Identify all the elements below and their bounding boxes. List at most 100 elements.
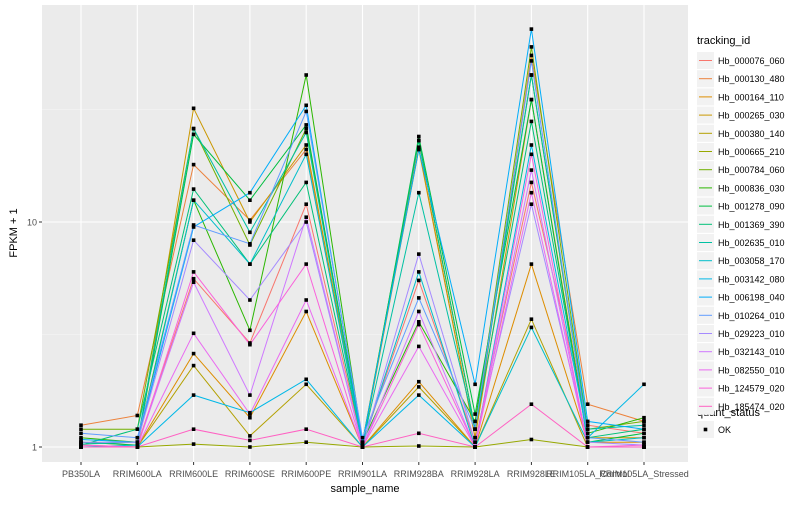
data-point xyxy=(304,143,308,147)
data-point xyxy=(529,202,534,206)
data-point xyxy=(248,198,252,202)
data-point xyxy=(79,437,83,442)
x-tick-label: RRIM105LA_Stressed xyxy=(599,469,689,479)
data-point xyxy=(417,296,421,300)
data-point xyxy=(248,298,252,302)
data-point xyxy=(360,445,365,449)
data-point xyxy=(529,73,534,77)
legend-label: Hb_000076_060 xyxy=(718,56,785,66)
data-point xyxy=(79,443,83,447)
data-point xyxy=(248,328,252,333)
data-point xyxy=(529,143,534,147)
data-point xyxy=(529,190,534,195)
data-point xyxy=(248,262,252,266)
legend-label: Hb_000265_030 xyxy=(718,111,785,121)
legend: tracking_id quant_status Hb_000076_060Hb… xyxy=(697,35,785,438)
data-point xyxy=(642,419,646,424)
data-point xyxy=(529,262,534,266)
data-point xyxy=(529,97,534,102)
legend-label: Hb_124579_020 xyxy=(718,384,785,394)
data-point xyxy=(585,445,590,449)
data-point xyxy=(529,119,534,124)
data-point xyxy=(191,351,196,356)
legend-label: Hb_000164_110 xyxy=(718,92,784,102)
axis-layer: 1 10 PB350LA RRIM600LA RRIM600LE RRIM600SE RRI… xyxy=(27,218,689,480)
legend-label: Hb_185474_020 xyxy=(718,402,785,412)
legend-label: Hb_002635_010 xyxy=(718,238,785,248)
x-tick-label: RRIM928BA xyxy=(394,469,444,479)
legend-label: Hb_000130_480 xyxy=(718,74,785,84)
data-point xyxy=(642,445,646,449)
x-tick-label: RRIM928LA xyxy=(451,469,500,479)
data-point xyxy=(473,382,477,387)
data-point xyxy=(248,412,252,416)
data-point xyxy=(417,431,421,436)
data-point xyxy=(304,147,308,152)
legend-label: Hb_006198_040 xyxy=(718,293,785,303)
data-point xyxy=(191,270,196,274)
data-point xyxy=(417,322,421,327)
data-point xyxy=(585,435,590,440)
data-point xyxy=(248,393,252,397)
data-point xyxy=(642,443,646,447)
legend-label: Hb_001369_390 xyxy=(718,220,785,230)
data-point xyxy=(529,168,534,172)
data-point xyxy=(473,435,477,440)
data-point xyxy=(642,431,646,436)
data-point xyxy=(417,270,421,274)
data-point xyxy=(191,132,196,137)
legend-label: Hb_001278_090 xyxy=(718,202,785,212)
x-tick-label: RRIM928LE xyxy=(507,469,556,479)
x-axis-title: sample_name xyxy=(330,483,399,495)
data-point xyxy=(304,73,308,77)
data-point xyxy=(642,423,646,427)
data-point xyxy=(304,180,308,185)
data-point xyxy=(135,435,140,440)
data-point xyxy=(304,126,308,131)
data-point xyxy=(642,427,646,431)
data-point xyxy=(135,443,140,447)
data-point xyxy=(360,440,365,444)
legend-label: Hb_000665_210 xyxy=(718,147,785,157)
legend-label: Hb_003058_170 xyxy=(718,256,785,266)
data-point xyxy=(191,126,196,131)
data-point xyxy=(248,230,252,235)
data-point xyxy=(417,138,421,143)
data-point xyxy=(191,162,196,167)
data-point xyxy=(304,377,308,382)
data-point xyxy=(642,415,646,420)
y-tick-label: 10 xyxy=(27,218,37,228)
data-point xyxy=(304,298,308,302)
shape-legend-marker xyxy=(703,427,708,432)
data-point xyxy=(304,427,308,431)
data-point xyxy=(191,331,196,336)
data-point xyxy=(417,379,421,384)
data-point xyxy=(304,262,308,266)
data-point xyxy=(529,53,534,58)
data-point xyxy=(585,419,590,424)
data-point xyxy=(248,434,252,438)
data-point xyxy=(79,423,83,427)
data-point xyxy=(417,320,421,324)
y-axis-title: FPKM + 1 xyxy=(8,208,20,257)
data-point xyxy=(191,106,196,111)
data-point xyxy=(248,445,252,449)
data-point xyxy=(248,190,252,195)
data-point xyxy=(248,242,252,246)
data-point xyxy=(529,317,534,321)
data-point xyxy=(417,278,421,283)
data-point xyxy=(529,325,534,330)
data-point xyxy=(417,145,421,149)
data-point xyxy=(191,187,196,191)
data-point xyxy=(248,415,252,420)
data-point xyxy=(529,45,534,49)
data-point xyxy=(585,423,590,427)
legend-label: Hb_032143_010 xyxy=(718,347,785,357)
data-point xyxy=(304,382,308,387)
data-point xyxy=(473,412,477,416)
data-point xyxy=(529,402,534,406)
legend-label: Hb_000380_140 xyxy=(718,129,785,139)
data-point xyxy=(191,427,196,431)
data-point xyxy=(191,280,196,284)
points-layer xyxy=(79,27,646,449)
